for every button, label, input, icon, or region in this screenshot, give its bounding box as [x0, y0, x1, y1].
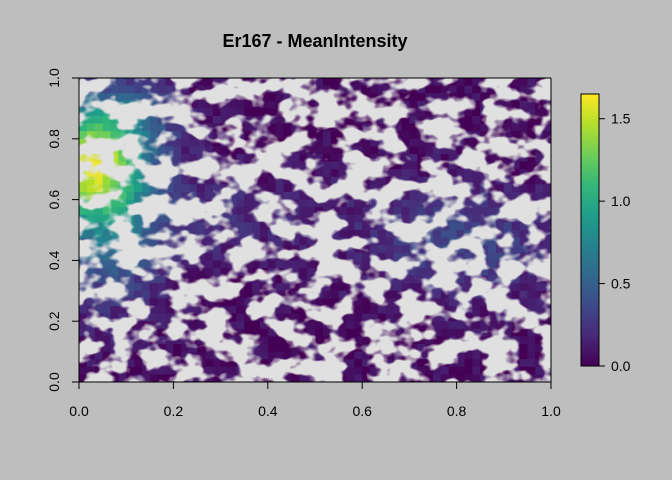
plot-area	[79, 78, 551, 382]
y-tick-label: 0.8	[46, 129, 62, 149]
x-tick-label: 1.0	[541, 403, 561, 419]
colorbar-tick-label: 1.0	[611, 193, 631, 209]
background-gaps	[79, 78, 551, 382]
x-tick-label: 0.0	[69, 403, 89, 419]
x-tick-label: 0.8	[447, 403, 467, 419]
y-tick-label: 0.6	[46, 190, 62, 210]
colorbar: 0.0 0.5 1.0 1.5	[580, 93, 631, 374]
colorbar-ticks: 0.0 0.5 1.0 1.5	[599, 111, 631, 374]
y-tick-label: 0.2	[46, 311, 62, 331]
colorbar-gradient	[580, 93, 600, 367]
y-tick-label: 0.0	[46, 372, 62, 392]
colorbar-tick-label: 0.5	[611, 276, 631, 292]
x-tick-label: 0.6	[352, 403, 372, 419]
colorbar-tick-label: 0.0	[611, 358, 631, 374]
y-tick-label: 0.4	[46, 250, 62, 270]
y-tick-label: 1.0	[46, 68, 62, 88]
x-tick-label: 0.4	[258, 403, 278, 419]
chart-title: Er167 - MeanIntensity	[222, 31, 407, 51]
x-tick-label: 0.2	[164, 403, 184, 419]
y-axis: 0.0 0.2 0.4 0.6 0.8 1.0	[46, 68, 79, 392]
x-axis: 0.0 0.2 0.4 0.6 0.8 1.0	[69, 382, 561, 419]
colorbar-tick-label: 1.5	[611, 111, 631, 127]
